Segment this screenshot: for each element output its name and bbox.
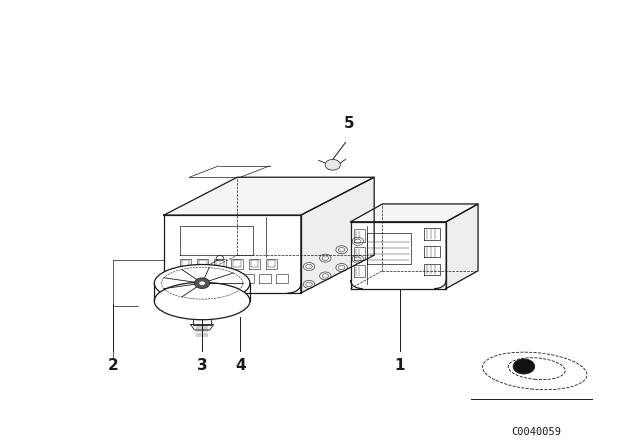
Circle shape	[199, 281, 205, 285]
Text: 3: 3	[197, 358, 207, 373]
Polygon shape	[446, 204, 478, 289]
Circle shape	[513, 359, 535, 374]
Ellipse shape	[154, 264, 250, 302]
Polygon shape	[301, 177, 374, 293]
Ellipse shape	[154, 282, 250, 320]
Circle shape	[195, 278, 210, 289]
Text: C0040059: C0040059	[511, 427, 562, 437]
Text: 1: 1	[394, 358, 405, 373]
Polygon shape	[351, 204, 478, 222]
Polygon shape	[164, 177, 374, 215]
Circle shape	[325, 159, 340, 170]
Polygon shape	[351, 222, 446, 289]
Text: 2: 2	[108, 358, 118, 373]
Text: 5: 5	[344, 116, 354, 131]
Text: 4: 4	[235, 358, 246, 373]
Polygon shape	[164, 215, 301, 293]
